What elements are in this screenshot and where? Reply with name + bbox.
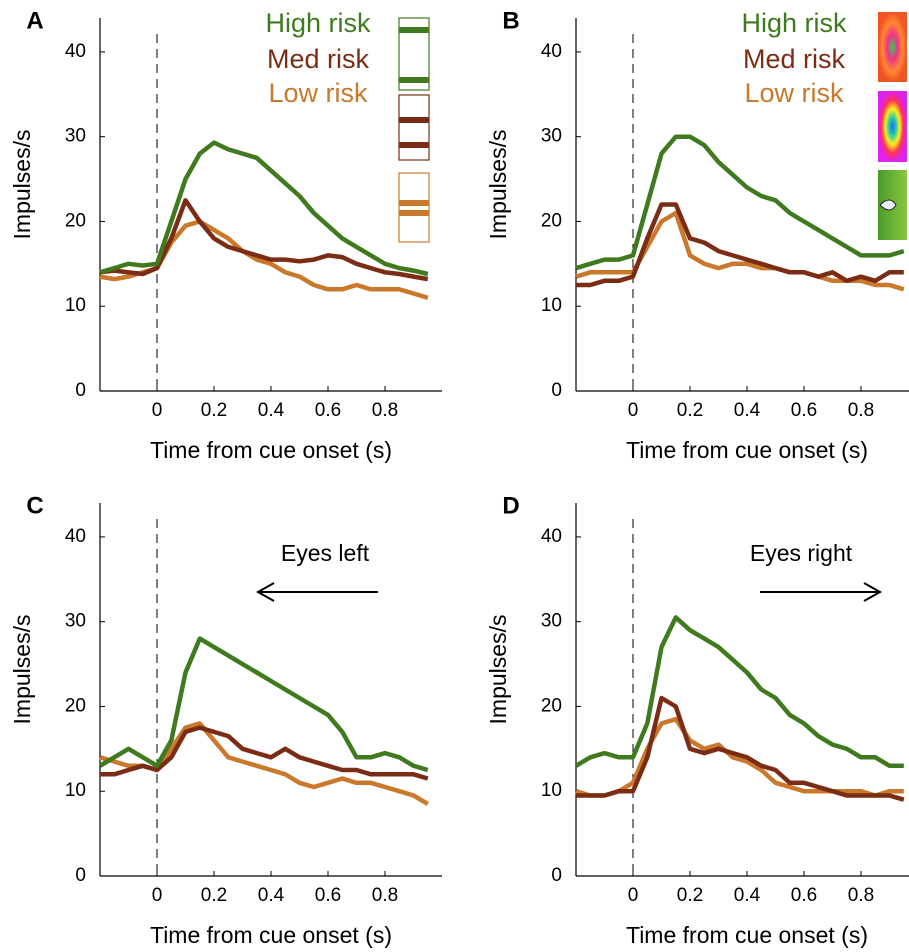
y-tick-label: 40	[65, 526, 86, 547]
icon-med	[878, 91, 907, 162]
x-tick-label: 0	[152, 400, 163, 421]
y-axis-label: Impulses/s	[9, 130, 35, 240]
y-axis-label: Impulses/s	[485, 130, 511, 240]
x-tick-label: 0.2	[677, 885, 703, 906]
x-tick-label: 0.6	[315, 400, 341, 421]
x-tick-label: 0.8	[372, 885, 398, 906]
y-tick-label: 30	[65, 611, 86, 632]
arrow-head	[255, 582, 275, 602]
legend-icon	[398, 94, 430, 161]
x-tick-label: 0.2	[201, 885, 227, 906]
y-tick-label: 20	[65, 695, 86, 716]
y-tick-label: 10	[65, 780, 86, 801]
series-line	[575, 716, 904, 798]
annotation: Eyes left	[281, 540, 370, 566]
x-axis-label: Time from cue onset (s)	[626, 922, 868, 948]
legend-label: Low risk	[744, 78, 844, 108]
legend-icon	[398, 17, 430, 91]
y-tick-label: 0	[551, 865, 562, 886]
x-tick-label: 0	[628, 400, 639, 421]
panel-label: B	[502, 7, 519, 34]
legend-label: High risk	[741, 8, 847, 38]
legend-icon-bar	[399, 142, 429, 148]
y-tick-label: 0	[551, 380, 562, 401]
x-axis-label: Time from cue onset (s)	[150, 922, 392, 948]
stimulus-icons	[878, 12, 907, 240]
series-line	[575, 134, 905, 271]
legend-icon-bar	[399, 117, 429, 123]
panel-label: C	[26, 492, 43, 519]
series-line	[574, 615, 904, 769]
y-tick-label: 10	[541, 295, 562, 316]
legend-icon-bar	[399, 200, 429, 206]
panel: 0 10 20 30 40 0 0.2 0.4 0.6 0.8 Time from cue onse…	[485, 492, 909, 948]
legend-icon-bar	[399, 77, 429, 83]
series-line	[576, 202, 904, 288]
y-tick-label: 40	[541, 41, 562, 62]
x-axis-label: Time from cue onset (s)	[150, 437, 392, 463]
legend-icon-bar	[399, 27, 429, 33]
icon-low-detail	[879, 199, 897, 211]
legend-label: Med risk	[743, 44, 846, 74]
x-axis-label: Time from cue onset (s)	[626, 437, 868, 463]
legend-icon	[398, 172, 430, 243]
x-tick-label: 0.4	[258, 400, 285, 421]
arrow-head	[863, 582, 883, 602]
panel: 0 10 20 30 40 0 0.2 0.4 0.6 0.8 Time from cue onse…	[9, 492, 442, 948]
panel: 0 10 20 30 40 0 0.2 0.4 0.6 0.8 Time from cue onse…	[9, 7, 442, 463]
x-tick-label: 0.4	[258, 885, 285, 906]
y-tick-label: 20	[65, 210, 86, 231]
series-line	[100, 725, 429, 781]
y-tick-label: 20	[541, 210, 562, 231]
annotation: Eyes right	[750, 540, 853, 566]
x-tick-label: 0.8	[372, 400, 398, 421]
legend-icon-bar	[399, 210, 429, 216]
y-axis-label: Impulses/s	[485, 615, 511, 725]
legend-label: High risk	[265, 8, 371, 38]
x-tick-label: 0.8	[848, 400, 874, 421]
y-tick-label: 30	[541, 611, 562, 632]
y-tick-label: 0	[75, 865, 86, 886]
series-line	[99, 140, 429, 277]
y-tick-label: 20	[541, 695, 562, 716]
series-line	[99, 198, 429, 282]
y-tick-label: 30	[65, 126, 86, 147]
series-line	[576, 695, 905, 802]
y-tick-label: 10	[65, 295, 86, 316]
series-line	[98, 636, 429, 773]
x-tick-label: 0.2	[201, 400, 227, 421]
x-tick-label: 0.2	[677, 400, 703, 421]
y-tick-label: 40	[65, 41, 86, 62]
icon-high	[878, 12, 907, 82]
x-tick-label: 0.6	[791, 885, 817, 906]
x-tick-label: 0	[628, 885, 639, 906]
x-tick-label: 0.4	[734, 400, 761, 421]
x-tick-label: 0.8	[848, 885, 874, 906]
x-tick-label: 0	[152, 885, 163, 906]
y-tick-label: 10	[541, 780, 562, 801]
legend-label: Low risk	[268, 78, 368, 108]
panel: 0 10 20 30 40 0 0.2 0.4 0.6 0.8 Time from cue onse…	[485, 7, 909, 463]
x-tick-label: 0.6	[315, 885, 341, 906]
y-tick-label: 0	[75, 380, 86, 401]
y-axis-label: Impulses/s	[9, 615, 35, 725]
panel-label: D	[502, 492, 519, 519]
x-tick-label: 0.6	[791, 400, 817, 421]
panel-label: A	[26, 7, 43, 34]
x-tick-label: 0.4	[734, 885, 761, 906]
y-tick-label: 30	[541, 126, 562, 147]
legend-label: Med risk	[267, 44, 370, 74]
y-tick-label: 40	[541, 526, 562, 547]
